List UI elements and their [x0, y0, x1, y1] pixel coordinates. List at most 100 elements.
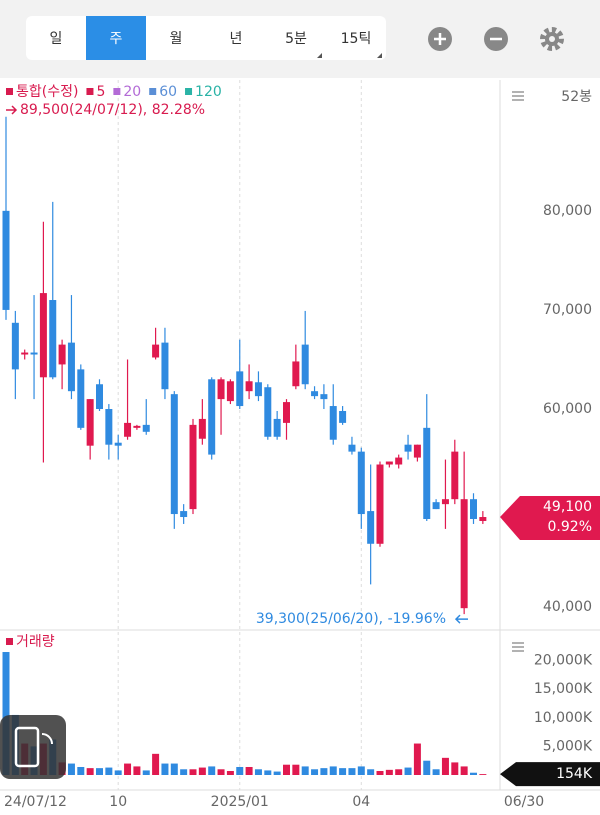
tab[interactable]: 5분	[285, 31, 307, 47]
volume-bar	[320, 768, 328, 775]
candle-body	[273, 418, 281, 437]
volume-tick-label: 10,000K	[534, 710, 593, 726]
volume-bar	[470, 772, 477, 775]
legend-swatch	[6, 638, 13, 645]
candle-body	[21, 352, 29, 355]
volume-bar	[460, 766, 468, 775]
volume-bar	[357, 766, 365, 775]
volume-bar	[311, 769, 319, 775]
tab[interactable]: 주	[110, 31, 123, 47]
legend-swatch	[86, 88, 94, 95]
volume-tag	[500, 762, 600, 787]
candle-body	[236, 371, 244, 407]
volume-bar	[96, 768, 103, 775]
tab[interactable]: 15틱	[341, 31, 372, 47]
y-tick-label: 60,000	[543, 401, 592, 417]
volume-bar	[208, 766, 216, 775]
candle-body	[30, 352, 38, 355]
candle-body	[142, 424, 150, 432]
volume-bar	[367, 769, 375, 775]
volume-bar	[114, 770, 122, 775]
candle-body	[376, 464, 384, 544]
tab[interactable]: 일	[50, 31, 63, 47]
volume-bar	[339, 768, 347, 775]
legend-swatch	[6, 88, 13, 95]
volume-bar	[451, 762, 459, 775]
volume-bar	[226, 770, 234, 775]
price-tag-change: 0.92%	[548, 519, 592, 535]
candle-body	[49, 300, 57, 378]
candle-body	[11, 322, 19, 370]
tab-dropdown	[377, 53, 382, 58]
volume-bar	[217, 769, 225, 775]
candle-body	[226, 381, 234, 402]
candle-body	[254, 382, 262, 397]
volume-bar	[329, 766, 337, 775]
tab[interactable]: 월	[170, 31, 183, 47]
volume-bar	[67, 763, 75, 775]
volume-bar	[413, 743, 421, 775]
rotate-button[interactable]	[0, 715, 66, 779]
period-label: 52봉	[561, 89, 592, 105]
legend-label: 20	[123, 84, 141, 100]
x-tick-label: 24/07/12	[4, 794, 67, 810]
legend-swatch	[113, 88, 121, 95]
candle-body	[357, 451, 365, 515]
tab-selected	[86, 16, 146, 60]
volume-tick-label: 15,000K	[534, 681, 593, 697]
candle-body	[367, 511, 375, 544]
legend-label: 5	[96, 84, 105, 100]
volume-bar	[77, 766, 85, 775]
volume-bar	[142, 770, 150, 775]
volume-bar	[170, 763, 178, 775]
x-tick-label: 04	[352, 794, 370, 810]
candle-body	[423, 427, 431, 520]
volume-bar	[273, 771, 281, 775]
y-tick-label: 70,000	[543, 302, 592, 318]
legend-label: 120	[195, 84, 222, 100]
annotation: 89,500(24/07/12), 82.28%	[20, 102, 205, 118]
legend-label: 통합(수정)	[16, 84, 78, 100]
candle-body	[67, 342, 75, 392]
volume-tag-value: 154K	[556, 766, 593, 782]
candle-body	[170, 394, 178, 515]
candle-body	[339, 410, 347, 423]
y-tick-label: 80,000	[543, 203, 592, 219]
volume-bar	[292, 764, 300, 775]
volume-bar	[385, 769, 393, 775]
menu-icon[interactable]	[512, 642, 524, 652]
volume-bar	[348, 768, 356, 775]
candle-body	[292, 361, 300, 387]
tab[interactable]: 년	[230, 31, 243, 47]
x-tick-label: 06/30	[504, 794, 544, 810]
volume-bar	[133, 766, 141, 775]
settings[interactable]	[540, 27, 564, 51]
candle-body	[86, 399, 94, 446]
candle-body	[441, 499, 449, 505]
candle-body	[413, 444, 421, 458]
volume-bar	[395, 769, 403, 775]
candle-body	[283, 402, 290, 423]
zoom-in[interactable]	[428, 27, 452, 51]
volume-bar	[189, 769, 197, 775]
y-tick-label: 40,000	[543, 599, 592, 615]
menu-icon[interactable]	[512, 91, 524, 101]
candle-body	[198, 418, 206, 439]
volume-bar	[264, 770, 272, 775]
candle-body	[264, 387, 272, 437]
volume-bar	[198, 767, 206, 775]
price-tag	[500, 496, 600, 541]
volume-bar	[376, 770, 384, 775]
candle-body	[460, 499, 468, 609]
tab-dropdown	[317, 53, 322, 58]
volume-bar	[432, 769, 440, 775]
candle-body	[301, 344, 309, 385]
legend-swatch	[149, 88, 157, 95]
annotation: 39,300(25/06/20), -19.96%	[256, 611, 446, 627]
candle-body	[311, 391, 319, 397]
candle-body	[114, 442, 122, 446]
zoom-out[interactable]	[484, 27, 508, 51]
volume-legend: 거래량	[16, 634, 55, 650]
candle-body	[189, 424, 197, 510]
